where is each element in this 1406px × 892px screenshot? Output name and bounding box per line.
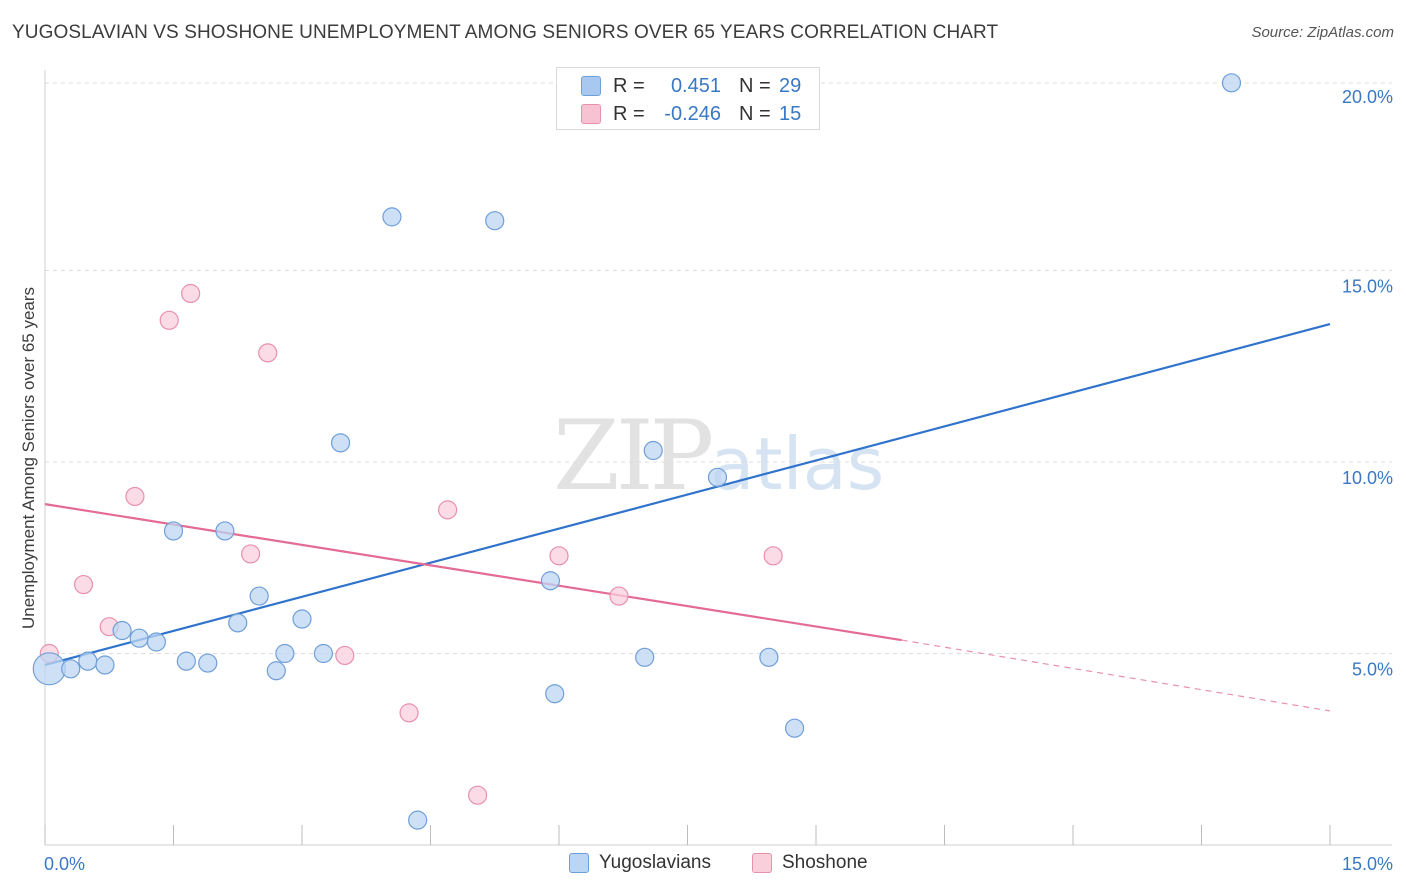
watermark: ZIPatlas (553, 400, 884, 512)
point-shoshone (438, 500, 458, 520)
legend-item-yugoslavians[interactable]: Yugoslavians (569, 852, 711, 874)
point-shoshone (181, 283, 201, 304)
point-yugoslavians (249, 586, 269, 606)
point-yugoslavians (540, 571, 561, 591)
legend-swatch (569, 853, 589, 873)
tick-labels: 5.0% 10.0% 15.0% 20.0% 0.0% 15.0% (44, 87, 1393, 874)
point-shoshone (125, 486, 145, 507)
chart-title: YUGOSLAVIAN VS SHOSHONE UNEMPLOYMENT AMO… (12, 22, 999, 43)
point-yugoslavians (707, 467, 728, 487)
watermark-zip: ZIP (553, 400, 714, 512)
legend-item-shoshone[interactable]: Shoshone (752, 852, 868, 874)
point-shoshone (241, 544, 261, 564)
legend-swatch-yugoslavians (581, 76, 601, 96)
point-yugoslavians (61, 659, 81, 679)
point-yugoslavians (198, 653, 218, 673)
point-yugoslavians (292, 609, 312, 629)
legend-label: Shoshone (782, 852, 868, 873)
point-yugoslavians (78, 651, 98, 671)
point-yugoslavians (635, 647, 655, 667)
n-label: N = (739, 102, 771, 125)
point-shoshone (763, 546, 783, 566)
point-shoshone (258, 343, 278, 363)
point-yugoslavians (176, 651, 196, 671)
point-yugoslavians (146, 632, 166, 652)
point-shoshone (335, 645, 355, 666)
point-yugoslavians (759, 647, 779, 667)
n-label: N = (739, 74, 771, 97)
correlation-legend: R = 0.451 N = 29 R = -0.246 N = 15 (556, 67, 820, 130)
point-yugoslavians (1221, 73, 1242, 93)
point-shoshone (468, 785, 488, 805)
point-yugoslavians (643, 440, 663, 461)
x-tick-label: 15.0% (1342, 854, 1393, 874)
point-shoshone (609, 586, 629, 606)
axes (44, 70, 1392, 846)
legend-row-yugoslavians: R = 0.451 N = 29 (581, 72, 801, 100)
y-axis-title: Unemployment Among Seniors over 65 years (19, 287, 38, 629)
x-tick-label: 0.0% (44, 854, 85, 874)
point-yugoslavians (163, 521, 184, 541)
point-yugoslavians (112, 620, 132, 641)
legend-swatch-shoshone (581, 104, 601, 124)
legend-row-shoshone: R = -0.246 N = 15 (581, 100, 801, 128)
point-shoshone (159, 310, 179, 330)
point-yugoslavians (228, 613, 248, 633)
point-yugoslavians (266, 661, 286, 681)
trend-lines (44, 323, 1331, 712)
trend-extension-shoshone (901, 639, 1331, 712)
r-label: R = (613, 102, 645, 125)
legend-swatch (752, 853, 772, 873)
point-yugoslavians (215, 521, 235, 541)
point-shoshone (399, 703, 419, 723)
grid-lines (45, 82, 1392, 654)
y-tick-label: 10.0% (1342, 468, 1393, 488)
source-note: Source: ZipAtlas.com (1251, 24, 1394, 41)
point-yugoslavians (784, 718, 805, 738)
y-tick-label: 20.0% (1342, 87, 1393, 107)
data-points (32, 73, 1242, 830)
point-yugoslavians (95, 655, 115, 675)
point-yugoslavians (129, 628, 149, 648)
trend-line-shoshone (44, 503, 902, 642)
r-value: 0.451 (670, 74, 721, 97)
trend-line-yugoslavians (44, 323, 1331, 667)
point-yugoslavians (275, 643, 295, 664)
point-shoshone (73, 574, 94, 595)
point-yugoslavians (382, 207, 402, 227)
point-shoshone (549, 546, 569, 566)
r-value: -0.246 (664, 102, 721, 125)
point-yugoslavians (32, 652, 66, 686)
n-value: 15 (779, 102, 802, 125)
point-yugoslavians (313, 643, 334, 664)
r-label: R = (613, 74, 645, 97)
watermark-atlas: atlas (710, 422, 885, 506)
point-yugoslavians (545, 684, 565, 704)
point-yugoslavians (485, 211, 505, 231)
legend-label: Yugoslavians (599, 852, 711, 873)
point-yugoslavians (408, 810, 428, 830)
point-yugoslavians (330, 433, 351, 453)
y-tick-label: 5.0% (1352, 660, 1393, 680)
y-tick-label: 15.0% (1342, 277, 1393, 297)
n-value: 29 (779, 74, 802, 97)
